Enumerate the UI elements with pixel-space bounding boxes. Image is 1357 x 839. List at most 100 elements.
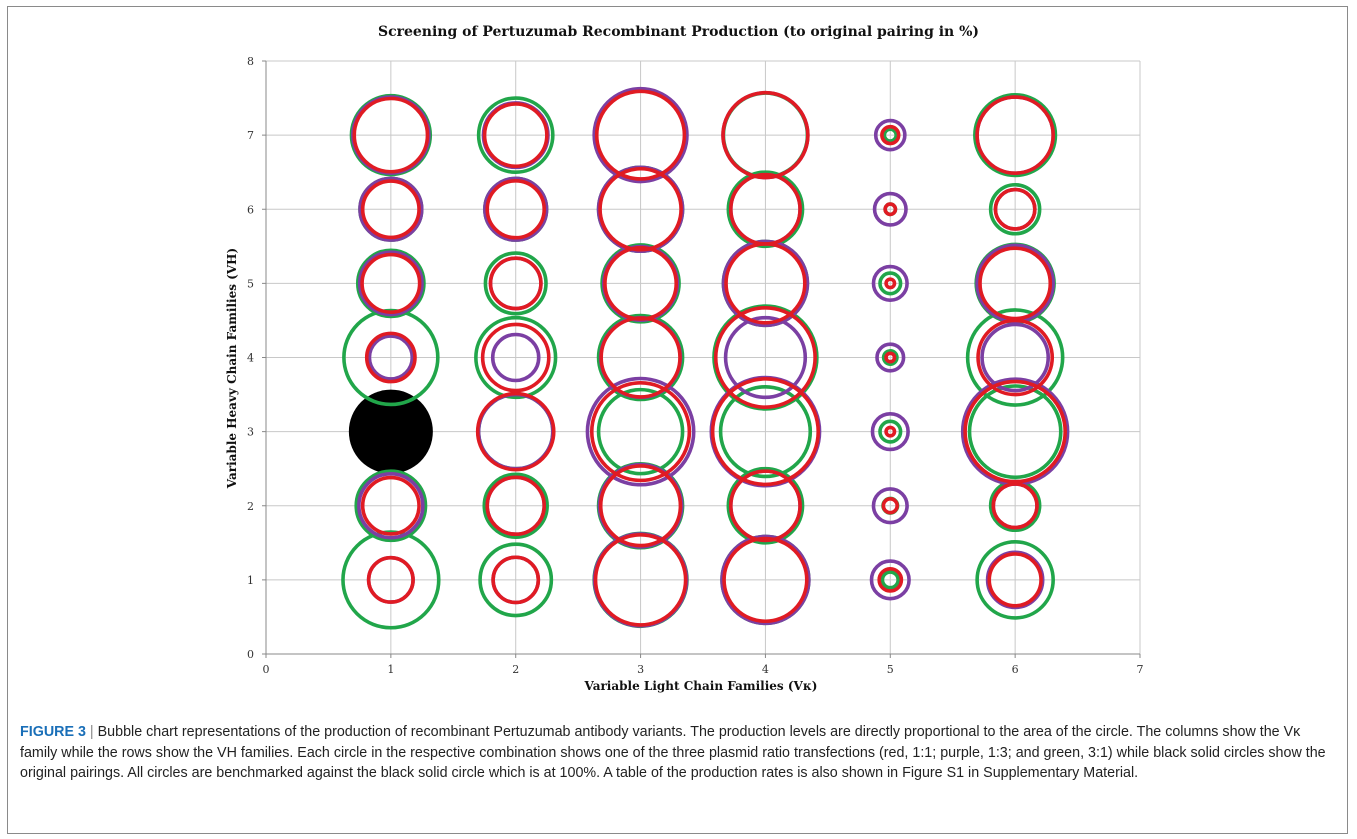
bubble-purple <box>367 334 415 381</box>
bubble-red <box>482 102 549 169</box>
x-tick-label: 3 <box>637 663 644 676</box>
y-tick-label: 3 <box>247 426 254 439</box>
bubble-red <box>963 379 1067 484</box>
x-tick-label: 6 <box>1012 663 1019 676</box>
bubble-purple <box>483 176 549 242</box>
y-tick-label: 0 <box>247 648 254 661</box>
bubble-red <box>593 533 688 627</box>
bubble-red <box>884 351 897 364</box>
grid-lines <box>266 60 1141 654</box>
bubble-red <box>352 96 430 174</box>
bubble-red <box>976 318 1055 397</box>
bubble-green <box>973 93 1058 178</box>
y-tick-label: 8 <box>247 55 254 68</box>
bubble-purple <box>871 487 909 525</box>
bubble-green <box>341 530 441 630</box>
bubble-red <box>721 90 810 180</box>
bubble-red <box>364 331 417 384</box>
bubble-red <box>360 252 422 314</box>
bubble-red <box>475 391 556 472</box>
bubble-green <box>478 542 554 618</box>
bubble-purple <box>723 315 808 400</box>
bubble-red <box>722 536 809 624</box>
y-tick-label: 1 <box>247 574 254 587</box>
x-tick-label: 5 <box>887 663 894 676</box>
bubble-green <box>965 308 1065 407</box>
x-tick-label: 1 <box>387 663 394 676</box>
bubble-red <box>987 552 1043 608</box>
bubble-purple <box>980 322 1051 393</box>
bubble-green <box>482 472 549 539</box>
bubble-red <box>598 464 683 548</box>
bubble-red <box>366 555 415 604</box>
bubble-red <box>589 381 692 483</box>
bubble-red <box>884 277 897 290</box>
bubble-green <box>878 271 903 296</box>
bubble-green <box>726 466 805 545</box>
bubble-purple <box>720 534 811 626</box>
axes <box>262 60 1141 658</box>
bubble-red <box>877 566 904 593</box>
bubble-green <box>476 96 555 175</box>
tick-labels: 0 1 2 3 4 5 6 7 0 1 2 3 4 5 6 7 8 <box>247 55 1144 676</box>
bubble-purple <box>871 264 909 302</box>
bubble-green <box>596 313 685 402</box>
bubble-green <box>718 384 813 479</box>
bubble-purple <box>872 191 908 227</box>
y-tick-label: 7 <box>247 129 254 142</box>
y-axis-label: Variable Heavy Chain Families (VH) <box>225 248 239 489</box>
x-tick-label: 4 <box>762 663 769 676</box>
bubble-red <box>991 482 1039 530</box>
bubble-green <box>354 469 428 543</box>
figure-frame <box>7 6 1348 834</box>
bubble-purple <box>358 176 424 242</box>
x-tick-label: 0 <box>263 663 270 676</box>
x-tick-label: 2 <box>512 663 519 676</box>
bubble-purple <box>721 239 810 328</box>
bubble-red <box>880 124 901 146</box>
bubble-red <box>710 377 821 487</box>
bubble-red <box>975 95 1055 175</box>
bubble-red <box>978 246 1053 321</box>
bubble-green <box>596 387 685 476</box>
bubble-red <box>728 469 802 543</box>
bubble-purple <box>490 332 541 383</box>
bubble-purple <box>592 86 689 184</box>
bubble-green <box>878 419 903 444</box>
bubble-green <box>483 251 548 316</box>
bubble-red <box>485 475 547 537</box>
bubble-green <box>881 349 899 366</box>
bubble-purple <box>873 118 907 152</box>
bubble-black <box>348 389 433 474</box>
bubble-purple <box>357 250 424 317</box>
bubble-red <box>881 497 899 515</box>
figure-label: FIGURE 3 <box>20 724 86 740</box>
bubble-green <box>880 570 900 590</box>
bubbles <box>341 86 1070 630</box>
bubble-red <box>360 179 421 240</box>
bubble-purple <box>870 412 910 452</box>
y-tick-label: 5 <box>247 277 254 290</box>
caption-separator: | <box>89 724 94 740</box>
bubble-red <box>485 178 547 240</box>
bubble-red <box>598 166 683 252</box>
bubble-chart: 0 1 2 3 4 5 6 7 0 1 2 3 4 5 6 7 8 Variable Light Chain F… <box>225 55 1144 693</box>
bubble-purple <box>869 559 911 601</box>
bubble-red <box>360 475 421 536</box>
bubble-green <box>988 182 1042 236</box>
figure-caption: FIGURE 3 | Bubble chart representations … <box>20 722 1338 784</box>
bubble-green <box>975 540 1055 620</box>
bubble-green <box>355 248 426 319</box>
bubble-green <box>882 127 899 143</box>
bubble-purple <box>875 342 906 373</box>
bubble-red <box>603 245 679 321</box>
chart-title: Screening of Pertuzumab Recombinant Prod… <box>377 24 980 40</box>
bubble-red <box>488 256 543 311</box>
bubble-red <box>713 306 817 409</box>
bubble-purple <box>585 376 696 487</box>
y-tick-label: 6 <box>247 203 254 216</box>
bubble-red <box>480 322 551 393</box>
bubble-red <box>594 89 687 181</box>
x-tick-label: 7 <box>1137 663 1144 676</box>
x-axis-label: Variable Light Chain Families (Vκ) <box>584 679 818 693</box>
